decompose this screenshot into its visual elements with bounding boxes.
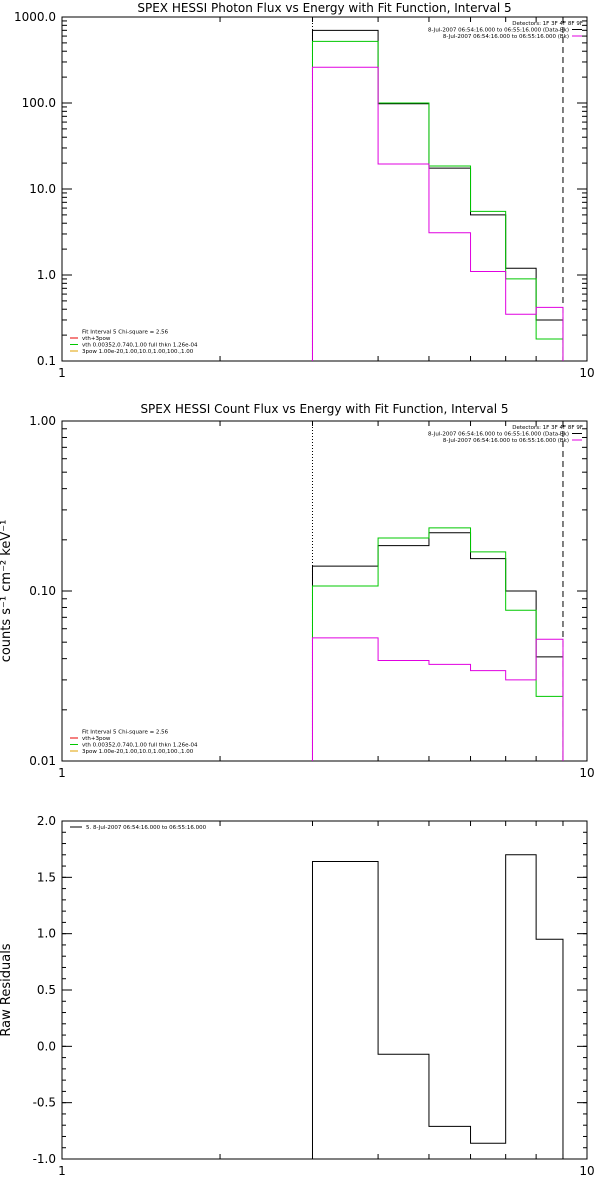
y-tick-label: 0.01 (29, 754, 56, 768)
legend-entry: 8-Jul-2007 06:54:16.000 to 06:55:16.000 … (443, 438, 569, 444)
y-tick-label: 0.1 (37, 354, 56, 368)
series-3-histogram (311, 66, 564, 361)
y-tick-label: 0.10 (29, 584, 56, 598)
x-tick-label: 10 (579, 1164, 594, 1178)
legend-entry: vth 0.00352,0.740,1.00 full thkn 1.26e-0… (82, 743, 198, 749)
series-3-histogram (311, 637, 564, 761)
y-tick-label: 1.0 (37, 927, 56, 941)
legend-entry: Fit Interval 5 Chi-square = 2.56 (82, 730, 169, 736)
y-axis-label: counts s⁻¹ cm⁻² keV⁻¹ (0, 520, 14, 663)
series-2-histogram (311, 40, 564, 361)
chart-panel-3: Raw Residuals 1 10 -1.0 -0.5 0.0 0.5 1.0 1.5 2.0 5… (0, 814, 595, 1178)
legend-entry: vth+3pow (82, 336, 111, 342)
legend-entry: Detectors: 1F 3F 4F 8F 9F (512, 21, 583, 27)
plot-frame (61, 16, 588, 362)
y-tick-label: 1.5 (37, 870, 56, 884)
y-tick-label: 0.0 (37, 1039, 56, 1053)
y-tick-label: -1.0 (33, 1152, 56, 1166)
chart-title: SPEX HESSI Count Flux vs Energy with Fit… (140, 402, 508, 416)
y-tick-label: 10.0 (29, 182, 56, 196)
y-tick-label: 100.0 (22, 96, 56, 110)
x-tick-label: 10 (579, 766, 594, 780)
legend-entry: 8-Jul-2007 06:54:16.000 to 06:55:16.000 … (443, 34, 569, 40)
series-1-histogram (311, 854, 564, 1159)
x-tick-label: 1 (58, 766, 66, 780)
y-axis-label: Raw Residuals (0, 943, 14, 1036)
plot-frame (61, 820, 588, 1160)
x-tick-label: 1 (58, 366, 66, 380)
legend-entry: Detectors: 1F 3F 4F 8F 9F (512, 425, 583, 431)
series-1-histogram (311, 532, 564, 761)
legend-entry: 8-Jul-2007 06:54:16.000 to 06:55:16.000 … (428, 432, 569, 438)
legend-entry: vth+3pow (82, 736, 111, 742)
y-tick-label: 1.00 (29, 414, 56, 428)
y-tick-label: -0.5 (33, 1096, 56, 1110)
y-tick-label: 1000.0 (14, 10, 56, 24)
y-tick-label: 1.0 (37, 268, 56, 282)
series-1-histogram (311, 29, 564, 361)
x-tick-label: 10 (579, 366, 594, 380)
chart-title: SPEX HESSI Photon Flux vs Energy with Fi… (137, 1, 511, 15)
legend-entry: 3pow 1.00e-20,1.00,10.0,1.00,100.,1.00 (82, 749, 194, 755)
series-2-histogram (311, 527, 564, 761)
y-tick-label: 2.0 (37, 814, 56, 828)
legend-entry: vth 0.00352,0.740,1.00 full thkn 1.26e-0… (82, 343, 198, 349)
chart-panel-1: SPEX HESSI Photon Flux vs Energy with Fi… (14, 1, 595, 380)
legend-entry: Fit Interval 5 Chi-square = 2.56 (82, 330, 169, 336)
legend-entry: 3pow 1.00e-20,1.00,10.0,1.00,100.,1.00 (82, 349, 194, 355)
legend-entry: 5. 8-Jul-2007 06:54:16.000 to 06:55:16.0… (86, 825, 207, 831)
y-tick-label: 0.5 (37, 983, 56, 997)
chart-panel-2: SPEX HESSI Count Flux vs Energy with Fit… (0, 402, 595, 780)
legend-entry: 8-Jul-2007 06:54:16.000 to 06:55:16.000 … (428, 28, 569, 34)
x-tick-label: 1 (58, 1164, 66, 1178)
